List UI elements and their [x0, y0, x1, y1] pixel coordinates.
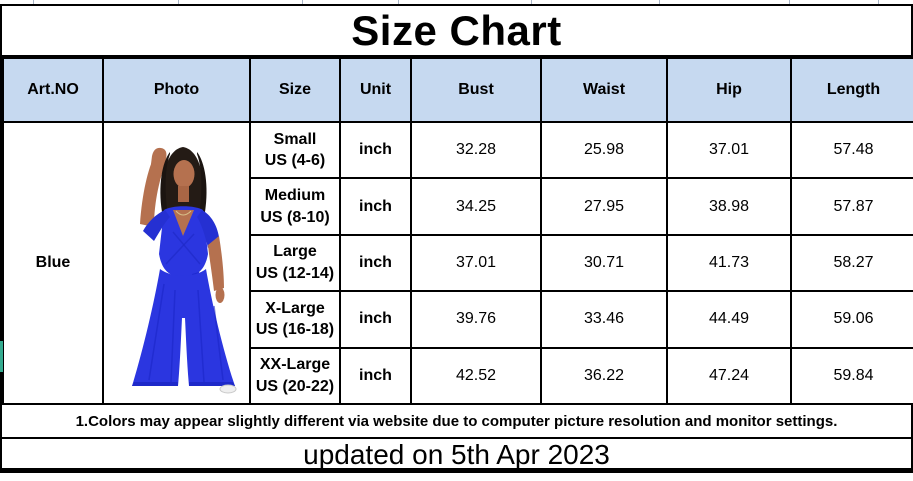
- size-cell: X-Large US (16-18): [249, 290, 341, 349]
- bust-value: 32.28: [410, 120, 542, 180]
- updated-date: updated on 5th Apr 2023: [303, 439, 610, 470]
- size-table: Art.NO Photo Size Unit Bust Waist Hip Le…: [2, 57, 913, 406]
- col-header-hip: Hip: [666, 57, 792, 123]
- col-header-length: Length: [790, 57, 913, 123]
- col-header-photo: Photo: [102, 57, 251, 123]
- gridline-tick: [878, 0, 879, 4]
- length-value: 57.87: [790, 177, 913, 236]
- table-row: Blue: [2, 120, 913, 405]
- bust-value: 39.76: [410, 290, 542, 349]
- unit-cell: inch: [339, 346, 412, 406]
- col-header-size: Size: [249, 57, 341, 123]
- gridline-tick: [531, 0, 532, 4]
- length-value: 59.06: [790, 290, 913, 349]
- gridline-tick: [178, 0, 179, 4]
- length-value: 59.84: [790, 346, 913, 406]
- waist-value: 36.22: [540, 346, 668, 406]
- col-header-bust: Bust: [410, 57, 542, 123]
- col-header-artno: Art.NO: [2, 57, 104, 123]
- size-cell: Medium US (8-10): [249, 177, 341, 236]
- waist-value: 33.46: [540, 290, 668, 349]
- gridline-tick: [302, 0, 303, 4]
- length-value: 57.48: [790, 120, 913, 180]
- top-gridline-strip: [0, 0, 913, 4]
- color-disclaimer-note: 1.Colors may appear slightly different v…: [2, 405, 911, 439]
- left-edge-artifact: [0, 341, 3, 372]
- bust-value: 37.01: [410, 233, 542, 293]
- hip-value: 41.73: [666, 233, 792, 293]
- unit-cell: inch: [339, 177, 412, 236]
- table-row: X-Large US (16-18) inch 39.76 33.46 44.4…: [3, 290, 913, 349]
- waist-value: 25.98: [540, 120, 668, 180]
- table-row: XX-Large US (20-22) inch 42.52 36.22 47.…: [3, 346, 913, 406]
- waist-value: 27.95: [540, 177, 668, 236]
- size-name: XX-Large: [259, 356, 331, 374]
- gridline-tick: [398, 0, 399, 4]
- size-name: X-Large: [265, 299, 325, 317]
- hip-value: 44.49: [666, 290, 792, 349]
- unit-cell: inch: [339, 233, 412, 293]
- jumpsuit-model-illustration: [132, 147, 237, 394]
- col-header-waist: Waist: [540, 57, 668, 123]
- bust-value: 42.52: [410, 346, 542, 406]
- gridline-tick: [659, 0, 660, 4]
- size-name: Small: [273, 130, 317, 148]
- product-photo: [105, 124, 248, 402]
- table-row: Medium US (8-10) inch 34.25 27.95 38.98 …: [3, 177, 913, 236]
- size-range: US (4-6): [264, 152, 326, 170]
- size-range: US (8-10): [260, 208, 330, 226]
- size-chart-frame: Size Chart Art.NO Photo Size Unit Bust W…: [0, 4, 913, 473]
- gridline-tick: [33, 0, 34, 4]
- size-range: US (12-14): [255, 264, 335, 282]
- gridline-tick: [789, 0, 790, 4]
- waist-value: 30.71: [540, 233, 668, 293]
- hip-value: 37.01: [666, 120, 792, 180]
- artno-value: Blue: [2, 121, 104, 405]
- col-header-unit: Unit: [339, 57, 412, 123]
- size-cell: XX-Large US (20-22): [249, 346, 341, 406]
- size-range: US (20-22): [255, 377, 335, 395]
- size-range: US (16-18): [255, 321, 335, 339]
- size-cell: Small US (4-6): [249, 120, 341, 180]
- unit-cell: inch: [339, 120, 412, 180]
- size-name: Large: [273, 243, 317, 261]
- hip-value: 38.98: [666, 177, 792, 236]
- header-row: Art.NO Photo Size Unit Bust Waist Hip Le…: [2, 57, 913, 123]
- photo-cell: [102, 121, 251, 405]
- length-value: 58.27: [790, 233, 913, 293]
- size-cell: Large US (12-14): [249, 233, 341, 293]
- size-name: Medium: [264, 186, 326, 204]
- unit-cell: inch: [339, 290, 412, 349]
- table-row: Large US (12-14) inch 37.01 30.71 41.73 …: [3, 233, 913, 293]
- hip-value: 47.24: [666, 346, 792, 406]
- bust-value: 34.25: [410, 177, 542, 236]
- page-title: Size Chart: [2, 6, 911, 57]
